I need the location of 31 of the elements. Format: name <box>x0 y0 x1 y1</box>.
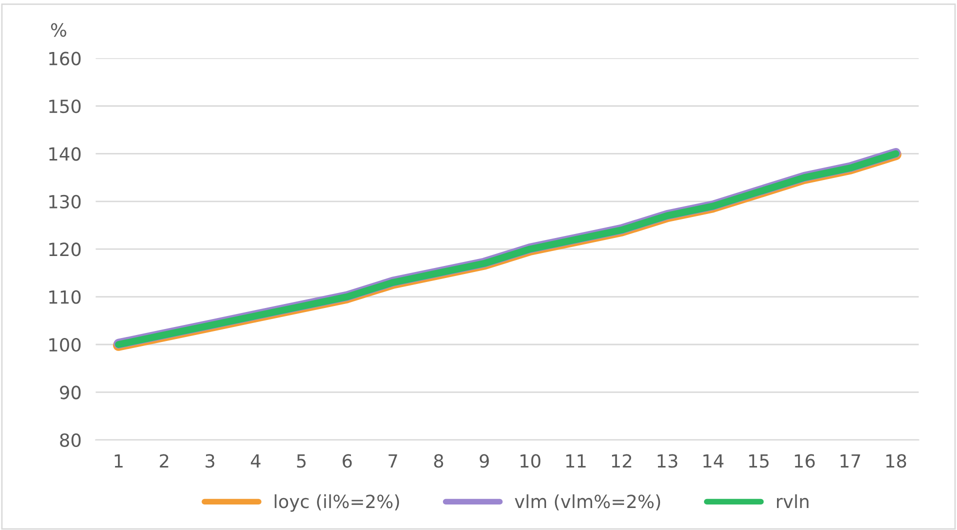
legend-label: loyc (il%=2%) <box>274 494 399 512</box>
y-axis-title: % <box>51 23 66 37</box>
x-tick-label: 9 <box>480 454 489 468</box>
x-tick-label: 8 <box>434 454 444 468</box>
x-tick-label: 6 <box>342 454 352 468</box>
x-tick-label: 17 <box>840 454 860 468</box>
x-tick-label: 1 <box>114 454 123 468</box>
x-tick-label: 13 <box>658 454 678 468</box>
legend-label: vlm (vlm%=2%) <box>514 494 660 510</box>
y-tick-label: 110 <box>49 290 81 304</box>
y-tick-label: 130 <box>49 194 81 209</box>
x-tick-label: 18 <box>886 454 906 468</box>
y-tick-label: 100 <box>49 338 81 352</box>
y-tick-label: 160 <box>49 52 81 66</box>
y-tick-label: 80 <box>60 433 81 448</box>
x-tick-label: 2 <box>160 454 168 468</box>
x-tick-label: 16 <box>794 454 815 468</box>
legend-label: rvln <box>777 494 808 508</box>
x-tick-label: 11 <box>566 454 586 468</box>
x-tick-label: 14 <box>703 454 724 468</box>
x-tick-label: 5 <box>297 454 306 468</box>
y-tick-label: 150 <box>49 99 81 114</box>
y-tick-label: 140 <box>49 147 81 161</box>
y-tick-label: 120 <box>49 242 81 256</box>
x-tick-label: 10 <box>520 454 540 468</box>
x-tick-label: 4 <box>250 454 260 468</box>
x-tick-label: 12 <box>612 454 632 468</box>
y-tick-label: 90 <box>60 386 81 400</box>
x-tick-label: 15 <box>749 454 769 468</box>
x-tick-label: 3 <box>206 454 214 468</box>
x-tick-label: 7 <box>388 454 398 468</box>
